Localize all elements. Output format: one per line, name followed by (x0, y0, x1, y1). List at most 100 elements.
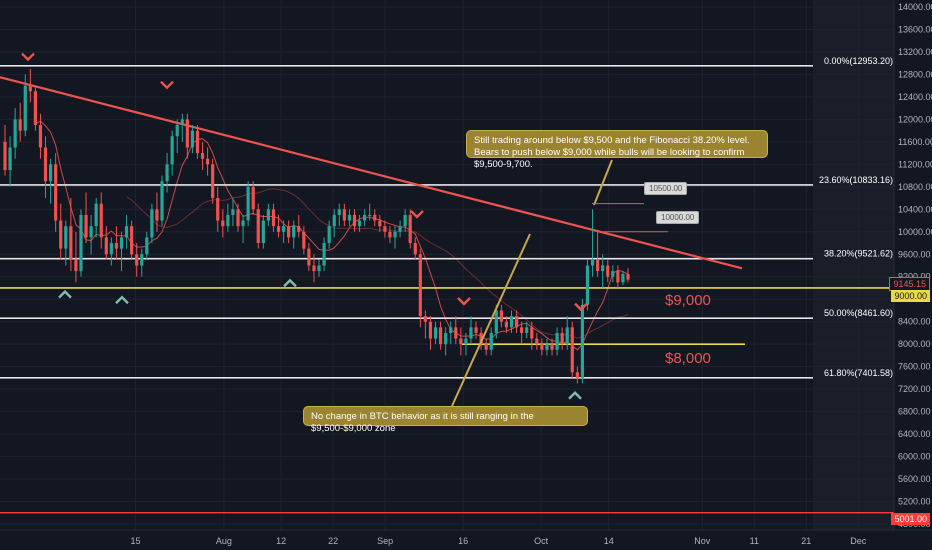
candle-body (236, 209, 240, 227)
support-price-badge: 5001.00 (891, 513, 930, 525)
y-tick-label: 9600.00 (898, 249, 931, 259)
candle-body (616, 271, 620, 283)
candle-body (211, 164, 215, 199)
candle-body (302, 231, 306, 249)
candle-body (94, 203, 98, 227)
x-tick-label: Aug (216, 536, 232, 546)
candle-body (398, 226, 402, 232)
candle-body (276, 226, 281, 232)
callout-lines (451, 159, 668, 407)
candle-body (23, 85, 27, 131)
callout-pointer-ranging (451, 233, 531, 407)
candle-body (64, 226, 68, 249)
candle-body (221, 220, 225, 227)
x-tick-label: Dec (850, 536, 867, 546)
x-tick-label: 16 (458, 536, 468, 546)
candle-body (499, 310, 503, 322)
candle-body (352, 214, 357, 227)
candle-body (33, 91, 37, 126)
candle-body (418, 254, 422, 317)
candle-body (216, 198, 220, 221)
candle-body (413, 243, 417, 255)
price-axis-background (894, 0, 932, 550)
candle-body (119, 237, 124, 249)
x-tick-label: 21 (801, 536, 811, 546)
candle-body (327, 226, 331, 244)
candle-body (378, 220, 382, 227)
x-tick-label: Oct (534, 536, 549, 546)
candle-body (165, 164, 169, 182)
candle-body (226, 214, 230, 227)
buy-marker-icon (58, 289, 72, 299)
y-tick-label: 10000.00 (898, 227, 932, 237)
candle-body (38, 125, 43, 148)
level-price-badge: 9000.00 (891, 290, 930, 302)
candle-body (489, 332, 493, 350)
candle-body (363, 214, 367, 221)
candle-body (530, 327, 534, 339)
candle-body (206, 158, 210, 165)
buy-marker-icon (115, 295, 129, 305)
candle-body (317, 265, 321, 272)
candle-body (43, 147, 48, 182)
candle-body (241, 220, 245, 227)
candle-body (444, 332, 448, 345)
candle-body (469, 327, 473, 339)
candle-body (28, 85, 32, 92)
candle-body (545, 344, 549, 350)
candle-body (104, 237, 108, 255)
y-tick-label: 6400.00 (898, 429, 931, 439)
candle-body (621, 273, 625, 283)
y-tick-label: 11200.00 (898, 159, 932, 169)
fib-label: 23.60%(10833.16) (819, 175, 893, 185)
x-tick-label: 11 (750, 536, 759, 546)
y-tick-label: 13200.00 (898, 47, 932, 57)
candle-body (130, 226, 134, 255)
candle-body (585, 265, 590, 305)
x-axis-ticks: 15Aug1222Sep16Oct14Nov1121Dec162020 (130, 536, 932, 546)
candle-body (109, 243, 113, 255)
candle-body (150, 209, 154, 238)
price-tag-10500: 10500.00 (644, 182, 688, 195)
candle-body (69, 226, 73, 260)
candle-body (160, 181, 164, 221)
candle-body (8, 147, 12, 170)
candle-body (292, 226, 296, 238)
annotation-ranging[interactable]: No change in BTC behavior as it is still… (303, 406, 588, 434)
y-tick-label: 7200.00 (898, 384, 931, 394)
candle-body (494, 310, 498, 333)
y-tick-label: 11600.00 (898, 137, 932, 147)
candle-body (408, 214, 412, 244)
candle-body (606, 265, 610, 277)
fib-label: 0.00%(12953.20) (824, 56, 893, 66)
y-tick-label: 12000.00 (898, 114, 932, 124)
y-tick-label: 10800.00 (898, 182, 932, 192)
y-tick-label: 8400.00 (898, 317, 931, 327)
candle-body (297, 226, 301, 232)
candle-body (459, 338, 463, 345)
candle-body (307, 248, 311, 266)
sell-marker-icon (410, 210, 424, 219)
candle-body (337, 209, 341, 215)
candle-body (54, 164, 58, 221)
candle-body (195, 130, 200, 154)
candle-body (423, 316, 427, 322)
y-tick-label: 10400.00 (898, 204, 932, 214)
callout-pointer-bears (593, 159, 613, 206)
candle-body (342, 209, 346, 221)
candle-body (368, 214, 372, 216)
horizontal-levels (0, 287, 894, 514)
moving-averages (35, 120, 629, 351)
annotation-bears-bulls[interactable]: Still trading around below $9,500 and th… (466, 130, 768, 170)
candle-body (170, 136, 174, 165)
candle-body (525, 327, 529, 333)
candle-body (3, 141, 7, 170)
candle-body (79, 214, 83, 272)
candle-body (570, 327, 574, 373)
candle-body (185, 119, 189, 148)
candle-body (611, 271, 615, 277)
candle-body (357, 220, 362, 227)
sell-marker-icon (574, 302, 588, 312)
candle-body (287, 226, 291, 238)
